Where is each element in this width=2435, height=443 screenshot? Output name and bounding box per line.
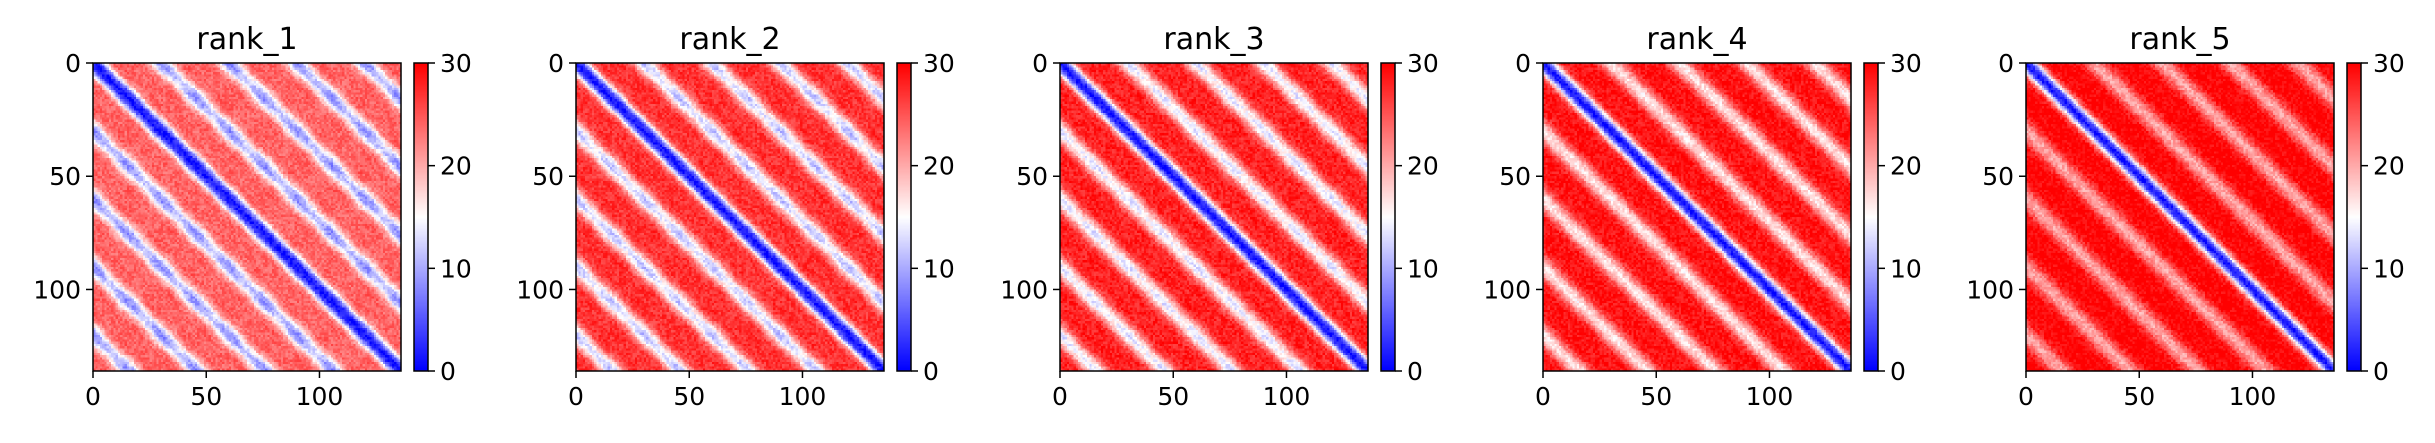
x-tick-label: 50	[1640, 382, 1672, 411]
y-tick-label: 50	[1016, 162, 1048, 191]
panel-5: rank_5 0 50 100 0 50 100 0 10 20 30	[1966, 22, 2405, 411]
heatmap-image	[93, 63, 401, 371]
y-tick-label: 100	[1966, 275, 2014, 304]
colorbar-frame	[1380, 62, 1396, 372]
x-tick-label: 0	[2018, 382, 2034, 411]
plot-frame	[575, 62, 885, 372]
x-tick-label: 0	[85, 382, 101, 411]
colorbar-tick-label: 20	[440, 152, 472, 181]
plot-frame	[1059, 62, 1369, 372]
x-tick-label: 100	[1263, 382, 1311, 411]
colorbar-tick-label: 10	[1890, 254, 1922, 283]
y-tick-label: 50	[1982, 162, 2014, 191]
colorbar-gradient	[2347, 63, 2361, 371]
y-tick-label: 0	[1998, 49, 2014, 78]
panel-3: rank_3 0 50 100 0 50 100 0 10 20 30	[1000, 22, 1439, 411]
colorbar-tick-label: 20	[1407, 152, 1439, 181]
colorbar-tick-label: 20	[1890, 152, 1922, 181]
plot-frame	[2025, 62, 2335, 372]
colorbar-frame	[413, 62, 429, 372]
colorbar-tick-label: 30	[923, 49, 955, 78]
panel-title: rank_1	[196, 22, 297, 57]
colorbar-tick-label: 0	[440, 357, 456, 386]
colorbar-frame	[1863, 62, 1879, 372]
y-tick-label: 50	[532, 162, 564, 191]
heatmap-image	[1060, 63, 1368, 371]
panel-2: rank_2 0 50 100 0 50 100 0 10 20 30	[516, 22, 955, 411]
colorbar-tick-label: 20	[923, 152, 955, 181]
colorbar-tick-label: 10	[2373, 254, 2405, 283]
y-tick-label: 0	[65, 49, 81, 78]
colorbar-gradient	[414, 63, 428, 371]
colorbar-frame	[2346, 62, 2362, 372]
y-tick-label: 0	[1032, 49, 1048, 78]
colorbar-tick-label: 10	[923, 254, 955, 283]
colorbar-tick-label: 10	[1407, 254, 1439, 283]
y-tick-label: 100	[1483, 275, 1531, 304]
y-tick-label: 50	[49, 162, 81, 191]
x-tick-label: 50	[2123, 382, 2155, 411]
heatmap-image	[2026, 63, 2334, 371]
x-tick-label: 100	[1746, 382, 1794, 411]
colorbar-gradient	[1864, 63, 1878, 371]
plot-frame	[1542, 62, 1852, 372]
panel-1: rank_1 0 50 100 0 50 100 0 10 20 30	[33, 22, 472, 411]
colorbar-gradient	[1381, 63, 1395, 371]
x-tick-label: 0	[1535, 382, 1551, 411]
colorbar-tick-label: 30	[1890, 49, 1922, 78]
colorbar-tick-label: 30	[440, 49, 472, 78]
colorbar-tick-label: 0	[1407, 357, 1423, 386]
y-tick-label: 100	[33, 275, 81, 304]
y-tick-label: 100	[516, 275, 564, 304]
panel-title: rank_2	[679, 22, 780, 57]
panel-title: rank_3	[1163, 22, 1264, 57]
panel-4: rank_4 0 50 100 0 50 100 0 10 20 30	[1483, 22, 1922, 411]
x-tick-label: 0	[1052, 382, 1068, 411]
x-tick-label: 100	[779, 382, 827, 411]
colorbar-tick-label: 30	[1407, 49, 1439, 78]
panel-title: rank_4	[1646, 22, 1747, 57]
colorbar-tick-label: 0	[1890, 357, 1906, 386]
colorbar-frame	[896, 62, 912, 372]
x-tick-label: 50	[673, 382, 705, 411]
y-tick-label: 50	[1499, 162, 1531, 191]
colorbar-tick-label: 0	[2373, 357, 2389, 386]
x-tick-label: 100	[2229, 382, 2277, 411]
y-tick-label: 0	[1515, 49, 1531, 78]
x-tick-label: 0	[568, 382, 584, 411]
y-tick-label: 0	[548, 49, 564, 78]
heatmap-image	[576, 63, 884, 371]
colorbar-tick-label: 20	[2373, 152, 2405, 181]
x-tick-label: 50	[190, 382, 222, 411]
plot-frame	[92, 62, 402, 372]
y-tick-label: 100	[1000, 275, 1048, 304]
x-tick-label: 50	[1157, 382, 1189, 411]
colorbar-tick-label: 30	[2373, 49, 2405, 78]
colorbar-tick-label: 10	[440, 254, 472, 283]
colorbar-gradient	[897, 63, 911, 371]
heatmap-image	[1543, 63, 1851, 371]
colorbar-tick-label: 0	[923, 357, 939, 386]
x-tick-label: 100	[296, 382, 344, 411]
panel-title: rank_5	[2129, 22, 2230, 57]
